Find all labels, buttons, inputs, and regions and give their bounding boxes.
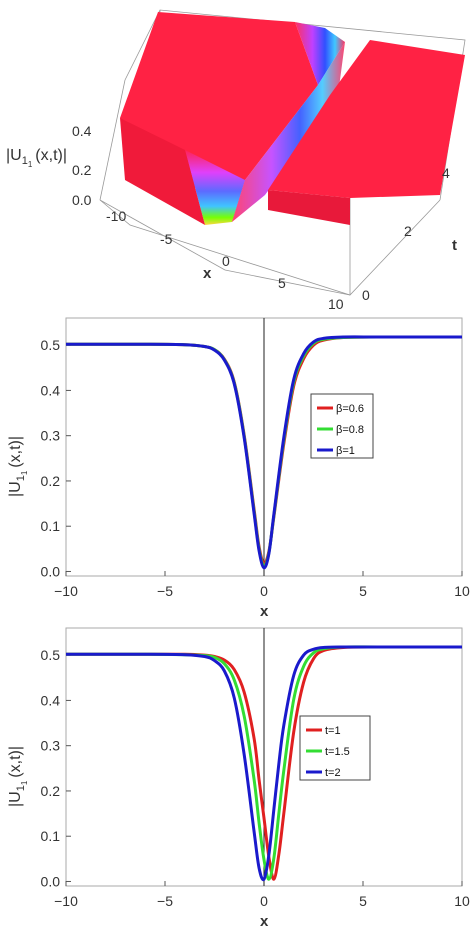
legend: β=0.6 β=0.8 β=1: [310, 393, 374, 459]
x-axis-label-3d: x: [203, 265, 212, 282]
legend-label: t=1.5: [325, 746, 350, 758]
surface-right-plateau: [268, 40, 465, 198]
box-bottom-edge: [224, 269, 351, 296]
x-axis-label: x: [260, 913, 269, 930]
z-axis-ticks: 0.4 0.2 0.0: [72, 123, 92, 208]
t-axis-ticks: 0 2 4: [362, 165, 450, 303]
x-tick-label: 0: [260, 893, 268, 909]
y-tick-label: 0.2: [41, 473, 61, 489]
x-tick-label: 10: [454, 583, 470, 599]
x-tick-label: −10: [54, 583, 78, 599]
line-chart-time: −10 −5 0 5 10 0.0 0.1 0.2 0.3 0.4 0.5 x |U11(x,t)…: [7, 627, 470, 930]
line-chart-beta: −10 −5 0 5 10 0.0 0.1 0.2 0.3 0.4 0.5 x |U11(x,t)…: [7, 317, 470, 620]
x-tick-label: 10: [454, 893, 470, 909]
z-tick-label: 0.0: [72, 192, 92, 208]
surface-left-front: [120, 118, 205, 225]
legend-box: [310, 393, 374, 459]
surface-left-plateau: [120, 12, 318, 222]
legend-label: β=0.6: [336, 403, 364, 415]
legend-label: β=1: [336, 445, 355, 457]
y-axis-label: |U11(x,t)|: [7, 436, 29, 497]
series-lines: [65, 645, 463, 882]
x-tick-label: 5: [278, 275, 286, 291]
x-tick-label: 10: [328, 296, 344, 310]
series-line: [65, 645, 462, 882]
y-tick-label: 0.3: [41, 428, 61, 444]
y-tick-label: 0.5: [41, 647, 61, 663]
legend-box: [299, 715, 371, 781]
legend-label: β=0.8: [336, 424, 364, 436]
surface-plot-3d: 0.4 0.2 0.0 |U11(x,t)| -10 -5 0 5 10 x 0…: [6, 9, 466, 310]
legend: t=1 t=1.5 t=2: [299, 715, 371, 781]
x-axis-ticks-3d: -10 -5 0 5 10: [106, 208, 344, 310]
y-tick-label: 0.4: [41, 382, 61, 398]
x-tick-label: -5: [160, 231, 173, 247]
y-axis-label: |U11(x,t)|: [7, 746, 29, 807]
y-tick-label: 0.5: [41, 337, 61, 353]
surface-right-front: [268, 190, 350, 225]
t-axis-label: t: [452, 237, 457, 254]
y-axis: 0.0 0.1 0.2 0.3 0.4 0.5: [41, 337, 71, 579]
t-tick-label: 2: [404, 223, 412, 239]
y-tick-label: 0.3: [41, 738, 61, 754]
y-tick-label: 0.1: [41, 518, 61, 534]
series-line: [65, 335, 462, 570]
box-front-edge: [99, 199, 226, 271]
surface-valley: [295, 22, 345, 85]
y-tick-label: 0.1: [41, 828, 61, 844]
x-axis-label: x: [260, 603, 269, 620]
series-lines: [65, 335, 463, 570]
x-tick-label: −5: [157, 583, 173, 599]
x-tick-label: −5: [157, 893, 173, 909]
y-tick-label: 0.0: [41, 563, 61, 579]
surface-valley-core: [232, 42, 345, 222]
y-tick-label: 0.4: [41, 692, 61, 708]
x-tick-label: −10: [54, 893, 78, 909]
y-axis: 0.0 0.1 0.2 0.3 0.4 0.5: [41, 647, 71, 889]
x-tick-label: 0: [222, 253, 230, 269]
t-tick-label: 0: [362, 287, 370, 303]
x-tick-label: 0: [260, 583, 268, 599]
z-axis-label: |U11(x,t)|: [6, 147, 67, 169]
z-tick-label: 0.2: [72, 162, 92, 178]
z-tick-label: 0.4: [72, 123, 92, 139]
t-tick-label: 4: [442, 165, 450, 181]
legend-label: t=1: [325, 725, 341, 737]
x-tick-label: 5: [359, 893, 367, 909]
y-tick-label: 0.0: [41, 873, 61, 889]
x-axis: −10 −5 0 5 10: [54, 571, 470, 599]
legend-label: t=2: [325, 767, 341, 779]
x-axis: −10 −5 0 5 10: [54, 881, 470, 909]
y-tick-label: 0.2: [41, 783, 61, 799]
x-tick-label: 5: [359, 583, 367, 599]
x-tick-label: -10: [106, 208, 126, 224]
